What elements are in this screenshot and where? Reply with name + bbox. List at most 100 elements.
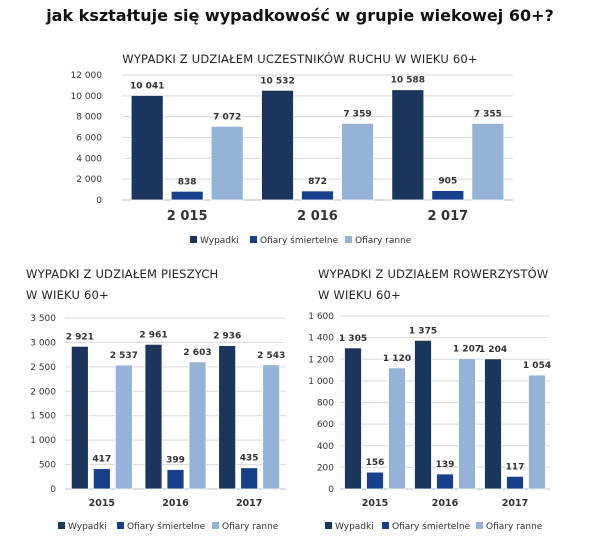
- chart-2-legend-swatch: [117, 522, 124, 529]
- chart-1-data-label: 872: [308, 177, 327, 187]
- chart-1-y-tick-label: 0: [96, 196, 102, 206]
- chart-3-y-tick-label: 400: [317, 442, 334, 452]
- chart-1-category-label: 2 017: [427, 209, 468, 224]
- chart-1-legend-label: Ofiary ranne: [355, 236, 412, 246]
- chart-2-data-label: 2 537: [110, 351, 138, 361]
- chart-2-bar-2: [92, 468, 111, 490]
- chart-2-y-tick-label: 3 000: [30, 338, 56, 348]
- chart-3-data-label: 1 207: [453, 344, 481, 354]
- chart-2-bar-3: [188, 361, 207, 490]
- chart-3-data-label: 1 204: [479, 345, 507, 355]
- chart-2-bar-3: [114, 364, 133, 490]
- chart-3-legend-label: Ofiary ranne: [486, 522, 543, 532]
- chart-3-y-tick-label: 1 200: [308, 355, 334, 365]
- chart-3-title-line-1: WYPADKI Z UDZIAŁEM ROWERZYSTÓW: [318, 267, 549, 281]
- chart-3-bar-1: [484, 358, 502, 490]
- chart-2-category-label: 2017: [236, 498, 262, 509]
- chart-1-legend-swatch: [345, 236, 352, 243]
- chart-2-data-label: 2 921: [66, 332, 94, 342]
- chart-1-legend-label: Wypadki: [200, 236, 239, 246]
- chart-1-bar-3: [341, 122, 374, 201]
- chart-3-legend-label: Wypadki: [335, 522, 374, 532]
- chart-3-bar-1: [344, 347, 362, 490]
- chart-3-bar-2: [366, 471, 384, 490]
- chart-2-bar-2: [166, 469, 185, 490]
- chart-3-y-tick-label: 1 600: [308, 312, 334, 322]
- chart-2-y-tick-label: 1 500: [30, 412, 56, 422]
- chart-2-data-label: 2 936: [213, 332, 241, 342]
- chart-2-category-label: 2016: [162, 498, 189, 509]
- chart-1-data-label: 838: [178, 177, 197, 187]
- chart-2-y-tick-label: 0: [50, 485, 56, 495]
- chart-2-title-line-1: WYPADKI Z UDZIAŁEM PIESZYCH: [26, 267, 219, 281]
- chart-3-title-line-2: W WIEKU 60+: [318, 288, 401, 302]
- chart-2-bar-1: [144, 343, 163, 490]
- chart-3-data-label: 156: [366, 458, 385, 468]
- chart-1-category-label: 2 016: [297, 209, 338, 224]
- chart-1-title: WYPADKI Z UDZIAŁEM UCZESTNIKÓW RUCHU W W…: [0, 52, 600, 66]
- chart-2-y-tick-label: 2 500: [30, 363, 56, 373]
- chart-1-data-label: 7 072: [213, 112, 241, 122]
- chart-2-bar-3: [262, 364, 281, 490]
- chart-1-bar-2: [170, 190, 204, 201]
- chart-3-data-label: 1 375: [409, 326, 437, 336]
- chart-2-y-tick-label: 2 000: [30, 387, 56, 397]
- chart-1-data-label: 10 588: [391, 76, 425, 86]
- chart-3-bar-3: [528, 374, 546, 490]
- chart-3-bar-1: [414, 339, 432, 490]
- chart-1-bar-2: [431, 190, 465, 201]
- chart-3-y-tick-label: 1 400: [308, 334, 334, 344]
- chart-1-bar-1: [261, 89, 294, 201]
- chart-1-y-tick-label: 10 000: [71, 92, 103, 102]
- chart-2-data-label: 2 543: [257, 351, 285, 361]
- chart-2-data-label: 399: [166, 456, 185, 466]
- chart-2-y-tick-label: 3 500: [30, 314, 56, 324]
- chart-3-legend-swatch: [476, 522, 483, 529]
- chart-1-category-label: 2 015: [167, 209, 208, 224]
- chart-2-y-tick-label: 500: [39, 461, 56, 471]
- chart-1-data-label: 905: [438, 177, 457, 187]
- chart-1-data-label: 7 359: [343, 109, 371, 119]
- chart-3-data-label: 1 054: [523, 361, 551, 371]
- chart-2-data-label: 435: [240, 454, 259, 464]
- chart-2-category-label: 2015: [89, 498, 115, 509]
- chart-3-legend-label: Ofiary śmiertelne: [392, 521, 471, 532]
- chart-1-bar-1: [391, 89, 425, 201]
- chart-1-title-line: WYPADKI Z UDZIAŁEM UCZESTNIKÓW RUCHU W W…: [122, 52, 478, 66]
- chart-2-bar-1: [70, 345, 89, 490]
- chart-2-data-label: 2 603: [183, 348, 211, 358]
- chart-3-legend-swatch: [325, 522, 332, 529]
- chart-2-bar-1: [218, 345, 237, 490]
- chart-3-bar-2: [506, 475, 524, 490]
- chart-3-category-label: 2017: [502, 498, 528, 509]
- chart-2-data-label: 2 961: [139, 330, 167, 340]
- chart-2-title-line-2: W WIEKU 60+: [26, 288, 109, 302]
- chart-3-legend-swatch: [382, 522, 389, 529]
- chart-3-y-tick-label: 600: [317, 420, 334, 430]
- chart-3-y-tick-label: 1 000: [308, 377, 334, 387]
- chart-1-y-tick-label: 2 000: [76, 175, 102, 185]
- chart-3-category-label: 2016: [432, 498, 459, 509]
- chart-1-data-label: 10 532: [260, 76, 294, 86]
- chart-3-data-label: 117: [506, 462, 525, 472]
- chart-3-data-label: 139: [436, 460, 455, 470]
- page-title: jak kształtuje się wypadkowość w grupie …: [46, 6, 554, 25]
- chart-1-data-label: 10 041: [130, 81, 164, 91]
- chart-3-bar-3: [388, 367, 406, 490]
- chart-2-legend-swatch: [58, 522, 65, 529]
- chart-1-legend-label: Ofiary śmiertelne: [260, 235, 339, 246]
- chart-2-legend-swatch: [212, 522, 219, 529]
- chart-2-title: WYPADKI Z UDZIAŁEM PIESZYCH W WIEKU 60+: [26, 264, 218, 306]
- chart-2-data-label: 417: [92, 455, 111, 465]
- chart-3-title: WYPADKI Z UDZIAŁEM ROWERZYSTÓW W WIEKU 6…: [318, 264, 548, 306]
- chart-1-legend-swatch: [250, 236, 257, 243]
- chart-1-bar-3: [471, 122, 505, 201]
- chart-3-category-label: 2015: [362, 498, 388, 509]
- chart-2-bar-2: [240, 467, 259, 490]
- chart-1-legend-swatch: [190, 236, 197, 243]
- chart-2-legend-label: Wypadki: [68, 522, 107, 532]
- chart-1-y-tick-label: 4 000: [76, 154, 102, 164]
- chart-2-legend-label: Ofiary śmiertelne: [127, 521, 206, 532]
- chart-3-y-tick-label: 200: [317, 463, 334, 473]
- chart-2-y-tick-label: 1 000: [30, 436, 56, 446]
